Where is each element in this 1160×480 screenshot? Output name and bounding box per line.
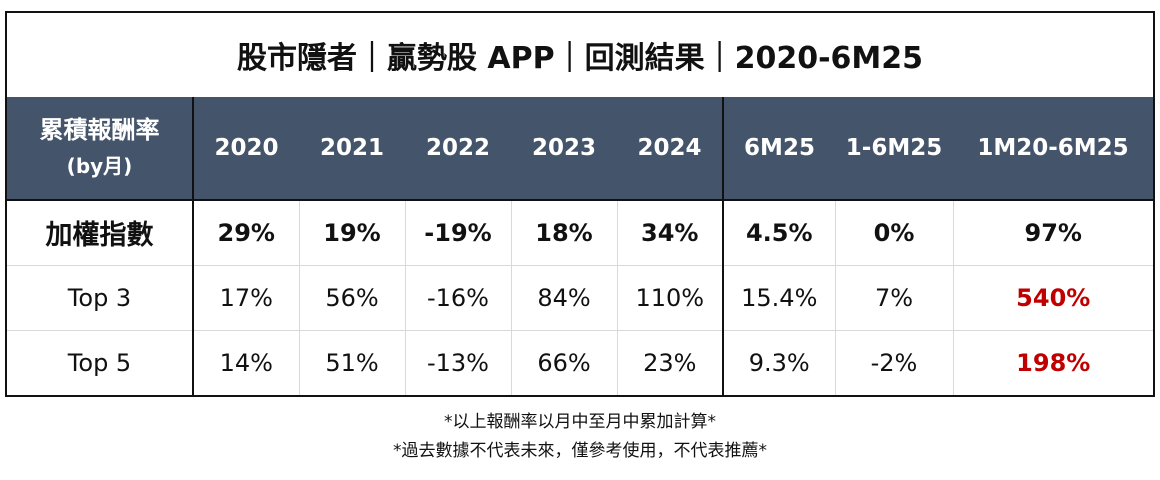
footnote: *過去數據不代表未來，僅參考使用，不代表推薦* <box>393 441 767 461</box>
column-header: 1-6M25 <box>835 97 953 200</box>
table-cell: 34% <box>616 199 723 265</box>
table-cell: 0% <box>834 199 953 265</box>
header-corner-cell: 累積報酬率 (by月) <box>7 97 194 200</box>
footnotes: *以上報酬率以月中至月中累加計算* *過去數據不代表未來，僅參考使用，不代表推薦… <box>0 408 1160 466</box>
table-cell: 56% <box>298 264 405 330</box>
corner-sublabel: (by月) <box>66 154 133 178</box>
footnote: *以上報酬率以月中至月中累加計算* <box>444 412 716 432</box>
table-cell: 18% <box>510 199 617 265</box>
table-cell: -16% <box>404 264 511 330</box>
table-title: 股市隱者｜贏勢股 APP｜回測結果｜2020-6M25 <box>7 13 1153 99</box>
table-cell-highlight: 198% <box>952 329 1153 395</box>
table-cell: 51% <box>298 329 405 395</box>
column-header: 2021 <box>299 97 405 200</box>
table-cell: 110% <box>616 264 723 330</box>
column-header: 6M25 <box>722 97 835 200</box>
table-cell: -13% <box>404 329 511 395</box>
table-cell: 9.3% <box>722 329 835 395</box>
table-cell: 29% <box>192 199 299 265</box>
results-table-frame: 股市隱者｜贏勢股 APP｜回測結果｜2020-6M25 累積報酬率 (by月) … <box>5 11 1155 397</box>
table-cell-highlight: 540% <box>952 264 1153 330</box>
row-label: Top 5 <box>7 329 194 395</box>
column-header: 2020 <box>193 97 299 200</box>
column-header: 2024 <box>617 97 723 200</box>
table-cell: 4.5% <box>722 199 835 265</box>
table-cell: -2% <box>834 329 953 395</box>
row-label: Top 3 <box>7 264 194 330</box>
table-cell: 97% <box>952 199 1153 265</box>
table-cell: 14% <box>192 329 299 395</box>
table-cell: 17% <box>192 264 299 330</box>
row-label: 加權指數 <box>7 199 194 265</box>
table-cell: 84% <box>510 264 617 330</box>
backtest-results-table: 累積報酬率 (by月) 2020 2021 2022 2023 2024 6M2… <box>7 97 1153 395</box>
table-cell: 7% <box>834 264 953 330</box>
column-header: 2023 <box>511 97 617 200</box>
column-header: 1M20-6M25 <box>953 97 1153 200</box>
table-cell: 19% <box>298 199 405 265</box>
table-row: Top 5 14% 51% -13% 66% 23% 9.3% -2% 198% <box>7 329 1153 395</box>
table-cell: -19% <box>404 199 511 265</box>
header-row: 累積報酬率 (by月) 2020 2021 2022 2023 2024 6M2… <box>7 97 1153 200</box>
table-row: 加權指數 29% 19% -19% 18% 34% 4.5% 0% 97% <box>7 199 1153 265</box>
table-cell: 15.4% <box>722 264 835 330</box>
corner-label: 累積報酬率 <box>39 116 160 144</box>
table-cell: 66% <box>510 329 617 395</box>
column-header: 2022 <box>405 97 511 200</box>
table-cell: 23% <box>616 329 723 395</box>
table-row: Top 3 17% 56% -16% 84% 110% 15.4% 7% 540… <box>7 264 1153 330</box>
